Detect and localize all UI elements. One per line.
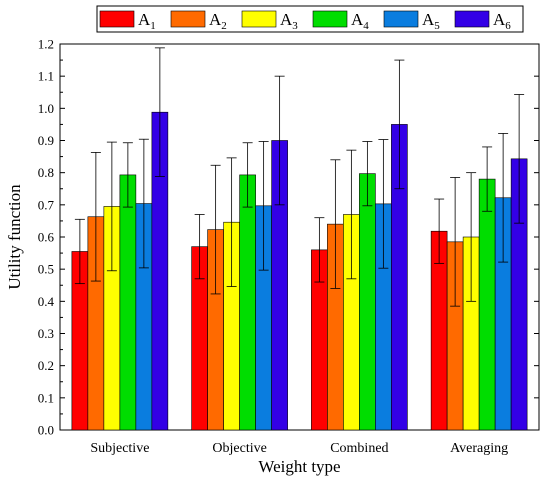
- x-tick-label: Averaging: [450, 441, 508, 456]
- legend-label: A3: [280, 10, 298, 32]
- bar: [239, 174, 256, 431]
- y-tick-label: 0.5: [38, 262, 54, 277]
- y-tick-label: 1.1: [38, 69, 54, 84]
- y-tick-label: 1.0: [38, 101, 54, 116]
- x-tick-label: Combined: [330, 441, 388, 456]
- y-tick-label: 0.6: [38, 230, 55, 245]
- bars: [71, 111, 528, 431]
- legend-swatch: [99, 10, 135, 28]
- legend-swatch: [241, 10, 277, 28]
- x-axis-title: Weight type: [258, 457, 340, 476]
- x-axis: Subjective Objective Combined Averaging: [90, 425, 508, 456]
- legend-swatch: [170, 10, 206, 28]
- legend-label: A2: [209, 10, 227, 32]
- y-tick-label: 0.4: [38, 294, 55, 309]
- y-tick-label: 0.8: [38, 165, 54, 180]
- y-axis: 0.0 0.1 0.2 0.3 0.4 0.5 0.6 0.7 0.8 0.9 1.0 1.1 1.2: [38, 37, 539, 438]
- y-tick-label: 0.3: [38, 326, 54, 341]
- legend-label: A6: [493, 10, 511, 32]
- y-tick-label: 0.9: [38, 133, 54, 148]
- legend-label: A1: [138, 10, 156, 32]
- legend-swatch: [383, 10, 419, 28]
- y-axis-title: Utility function: [5, 184, 24, 290]
- bar: [359, 173, 376, 431]
- y-tick-label: 1.2: [38, 37, 54, 52]
- y-tick-label: 0.1: [38, 390, 54, 405]
- legend: A1 A2 A3 A4 A5 A6: [96, 5, 524, 33]
- y-tick-label: 0.0: [38, 423, 54, 438]
- x-tick-label: Objective: [212, 441, 266, 456]
- y-tick-label: 0.7: [38, 197, 55, 212]
- legend-swatch: [454, 10, 490, 28]
- y-tick-label: 0.2: [38, 358, 54, 373]
- legend-box: [96, 5, 524, 33]
- error-bars: [74, 47, 525, 307]
- plot-area: 0.00.10.20.30.40.50.60.70.80.91.01.11.2 …: [38, 37, 540, 456]
- legend-swatch: [312, 10, 348, 28]
- legend-label: A5: [422, 10, 440, 32]
- bar: [478, 178, 496, 431]
- x-tick-label: Subjective: [90, 441, 149, 456]
- bar: [119, 174, 137, 431]
- legend-label: A4: [351, 10, 369, 32]
